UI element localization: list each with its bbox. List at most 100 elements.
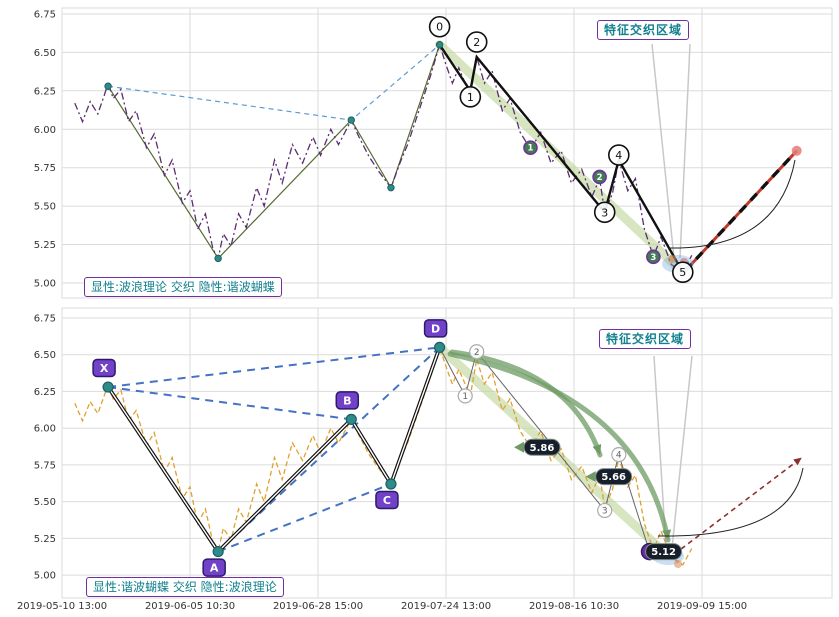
pivot-label-box (423, 319, 448, 338)
price-bubble-label: 5.86 (530, 443, 555, 454)
pivot-label: X (100, 362, 109, 375)
region-leader-line (651, 43, 675, 259)
price-bubble (595, 468, 633, 486)
implicit-harmonic-dashed-line (108, 44, 440, 121)
bottom-chart-caption: 显性:谐波蝴蝶 交织 隐性:波浪理论 (86, 577, 284, 597)
sub-marker-label: 3 (650, 253, 656, 263)
wave-marker-circle (459, 86, 482, 108)
harmonic-pivot-dot (347, 116, 355, 124)
harmonic-pivot-dot (214, 254, 222, 263)
wave-path-bold (438, 44, 684, 273)
wave-marker-label: 3 (602, 506, 608, 516)
pivot-label: A (210, 562, 219, 575)
x-tick-label: 2019-07-24 13:00 (401, 601, 491, 612)
top-chart-region-label: 特征交织区域 (597, 20, 690, 40)
x-tick-label: 2019-06-28 15:00 (273, 601, 363, 612)
harmonic-arrow-arc (447, 351, 671, 543)
annotation-curve (657, 467, 804, 537)
wave-marker-label: 4 (615, 149, 622, 162)
wave-marker-label: 4 (616, 451, 622, 461)
pivot-label-box (335, 391, 360, 410)
sub-marker-circle (592, 169, 607, 185)
y-tick-label: 5.25 (34, 240, 56, 251)
y-tick-label: 5.75 (34, 163, 56, 174)
wave-marker-circle (611, 447, 627, 463)
wave-marker-circle (465, 31, 488, 53)
chart-panel-bottom: 6.75 6.50 6.25 6.00 5.75 5.50 5.25 5.00 X A B C D 1 2 3… (34, 307, 833, 599)
pivot-label-box (202, 558, 226, 577)
harmonic-zigzag-thin (107, 44, 441, 260)
wave-marker-circle (607, 144, 630, 166)
y-tick-label: 6.00 (34, 125, 56, 136)
wave-marker-label: 5 (679, 266, 686, 279)
wave-marker-label: 1 (462, 392, 468, 402)
y-tick-label: 6.25 (34, 387, 56, 398)
bottom-chart-region-label: 特征交织区域 (599, 329, 692, 349)
wave-marker-label: 1 (467, 91, 474, 104)
arrowhead-icon (592, 444, 602, 455)
x-tick-label: 2019-08-16 10:30 (529, 601, 619, 612)
projection-line-dashed (673, 456, 803, 556)
y-tick-label: 6.00 (34, 424, 56, 435)
wave-marker-circle (457, 388, 473, 404)
y-tick-label: 6.50 (34, 48, 56, 59)
y-tick-label: 5.50 (34, 497, 56, 508)
bubble-arrow-icon (585, 471, 596, 483)
harmonic-pivot-dot (434, 341, 446, 353)
wave-marker-label: 2 (474, 348, 480, 358)
projection-end-dot (791, 145, 802, 156)
price-bubble-label: 5.12 (651, 547, 676, 558)
pivot-label: B (343, 394, 351, 407)
projection-line-dashed (684, 149, 798, 272)
arrowhead-icon (793, 457, 802, 466)
plot-border (61, 307, 833, 599)
y-tick-label: 6.50 (34, 350, 56, 361)
harmonic-dashed-line (107, 346, 440, 389)
wave-marker-circle (671, 261, 694, 284)
y-tick-label: 6.25 (34, 86, 56, 97)
y-tick-label: 5.50 (34, 202, 56, 213)
convergence-dot (674, 560, 682, 568)
convergence-dot (668, 255, 676, 263)
harmonic-zigzag-core (107, 347, 441, 553)
wave-marker-label: 3 (601, 206, 608, 219)
wave-marker-circle (597, 502, 613, 519)
y-tick-label: 5.75 (34, 460, 56, 471)
harmonic-pivot-dot (212, 545, 224, 558)
y-tick-label: 6.75 (34, 10, 56, 21)
pivot-label-box (92, 358, 116, 378)
harmonic-pivot-dot (387, 183, 395, 192)
x-tick-label: 2019-09-09 15:00 (657, 601, 747, 612)
x-tick-label: 2019-05-10 13:00 (17, 601, 107, 612)
pivot-label: D (431, 322, 440, 335)
region-leader-line (671, 355, 693, 549)
price-line (74, 42, 693, 274)
pivot-label-box (375, 490, 399, 510)
arrowhead-icon (662, 529, 672, 540)
sub-marker-label: 1 (528, 144, 534, 154)
harmonic-pivot-dot (102, 381, 114, 393)
wave-marker-circle (593, 201, 616, 224)
wave-marker-label: 2 (473, 36, 480, 49)
price-bubble-label: 5.66 (601, 472, 626, 483)
price-bubble (523, 438, 561, 456)
sub-marker-circle (523, 140, 538, 156)
y-tick-label: 5.00 (34, 278, 56, 289)
top-chart-caption: 显性:波浪理论 交织 隐性:谐波蝴蝶 (84, 277, 282, 297)
x-axis: 2019-05-10 13:00 2019-06-05 10:30 2019-06-… (17, 601, 747, 612)
harmonic-pivot-dot (385, 478, 397, 490)
x-tick-label: 2019-06-05 10:30 (145, 601, 235, 612)
sub-marker-label: 2 (597, 173, 603, 183)
plot-border (61, 7, 833, 299)
price-bubble (645, 543, 683, 561)
harmonic-pivot-dot (435, 41, 444, 49)
chart-panel-top: 6.75 6.50 6.25 6.00 5.75 5.50 5.25 5.00 1 2 3 0 1 2 3 4… (34, 7, 833, 299)
harmonic-zigzag-outer (106, 346, 442, 555)
annotation-curve (667, 159, 796, 249)
wave-marker-label: 0 (436, 21, 443, 34)
sub-marker-circle (646, 249, 661, 265)
wave-marker-circle (428, 15, 451, 38)
harmonic-dashed-line (217, 483, 392, 553)
